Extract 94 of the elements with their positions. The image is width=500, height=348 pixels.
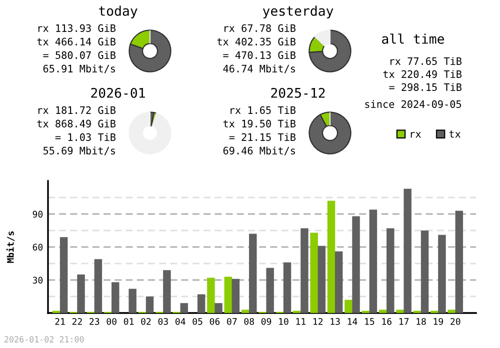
text: = 1.03 TiB (55, 133, 116, 141)
bar (310, 232, 318, 313)
chart-title: 2025-12 (271, 88, 325, 98)
text: = 580.07 GiB (43, 51, 116, 59)
x-tick-label: 15 (365, 318, 374, 325)
x-tick-label: 01 (124, 318, 134, 325)
donut-slice (314, 30, 331, 46)
bar (334, 251, 343, 313)
bar (327, 200, 336, 313)
bar (112, 282, 120, 313)
y-tick-label: 30 (32, 276, 43, 284)
x-tick-label: 02 (141, 318, 151, 325)
text: tx 868.49 GiB (37, 120, 116, 128)
x-tick-label: 11 (296, 318, 306, 325)
bar (146, 296, 154, 313)
x-tick-label: 12 (314, 318, 323, 325)
text: rx 113.93 GiB (38, 24, 116, 32)
text: 46.74 Mbit/s (223, 64, 295, 74)
donut-slice (128, 30, 172, 72)
bar (266, 268, 274, 313)
bar (232, 278, 240, 313)
bar (438, 234, 446, 313)
bar (378, 310, 387, 313)
text: rx 1.65 TiB (230, 106, 296, 114)
x-tick-label: 03 (158, 318, 168, 325)
bar (207, 278, 215, 313)
y-axis-title: Mbit/s (6, 231, 15, 263)
x-tick-label: 04 (176, 318, 186, 325)
text: rx 77.65 TiB (390, 57, 462, 65)
x-tick-label: 16 (382, 318, 392, 325)
bar (128, 288, 136, 313)
bar (396, 310, 404, 313)
x-tick-label: 13 (330, 318, 340, 325)
bar (386, 228, 394, 313)
text: = 298.15 TiB (389, 83, 462, 91)
bar (318, 246, 326, 313)
donut-slice (128, 112, 172, 154)
chart-title: today (98, 6, 138, 18)
chart-title: 2026-01 (91, 88, 145, 98)
bar (249, 234, 257, 313)
x-tick-label: 22 (72, 318, 82, 325)
y-tick-label: 60 (32, 244, 43, 251)
bar (352, 216, 360, 313)
text: 65.91 Mbit/s (43, 64, 115, 74)
x-tick-label: 08 (244, 318, 254, 325)
x-tick-label: 21 (55, 318, 65, 325)
bar (163, 270, 171, 313)
x-tick-label: 18 (416, 318, 426, 325)
x-tick-label: 19 (434, 318, 444, 325)
donut-slice (308, 112, 352, 154)
text: = 21.15 TiB (229, 133, 296, 141)
x-tick-label: 06 (210, 318, 220, 325)
bar (214, 303, 222, 313)
bar (180, 303, 188, 313)
text: rx 181.72 GiB (38, 106, 116, 114)
text: 2026-01-02 21:00 (4, 336, 84, 342)
x-tick-label: 07 (227, 318, 237, 325)
bar (77, 274, 85, 313)
bar (94, 259, 102, 313)
bar (197, 294, 206, 313)
bar (420, 230, 429, 313)
text: rx 67.78 GiB (224, 24, 296, 32)
x-tick-label: 14 (348, 318, 358, 325)
text: 55.69 Mbit/s (43, 146, 115, 156)
text: 69.46 Mbit/s (223, 146, 295, 156)
x-tick-label: 09 (261, 318, 272, 325)
text: tx 220.49 TiB (383, 70, 462, 78)
bar (60, 237, 68, 313)
text: = 470.13 GiB (223, 51, 296, 59)
text: tx 402.35 GiB (217, 38, 296, 46)
bar (283, 262, 292, 313)
legend-label: tx (449, 130, 461, 138)
text: tx 466.14 GiB (37, 38, 116, 46)
x-tick-label: 10 (279, 318, 288, 325)
legend-label: rx (410, 132, 421, 138)
donut-slice (308, 30, 352, 72)
bar (369, 210, 378, 313)
text: tx 19.50 TiB (223, 120, 296, 128)
x-tick-label: 17 (399, 318, 409, 325)
bar (300, 228, 308, 313)
bar (224, 276, 232, 313)
bar (455, 210, 464, 313)
chart-title: yesterday (262, 6, 334, 18)
bar (448, 310, 456, 313)
x-tick-label: 00 (106, 318, 116, 325)
x-tick-label: 23 (90, 318, 100, 325)
bar (404, 188, 412, 313)
x-tick-label: 05 (192, 318, 202, 325)
bar (241, 310, 250, 313)
bar (344, 300, 352, 313)
x-tick-label: 20 (450, 318, 460, 325)
y-tick-label: 90 (32, 210, 43, 218)
text: all time (382, 34, 444, 44)
text: since 2024-09-05 (365, 100, 462, 108)
